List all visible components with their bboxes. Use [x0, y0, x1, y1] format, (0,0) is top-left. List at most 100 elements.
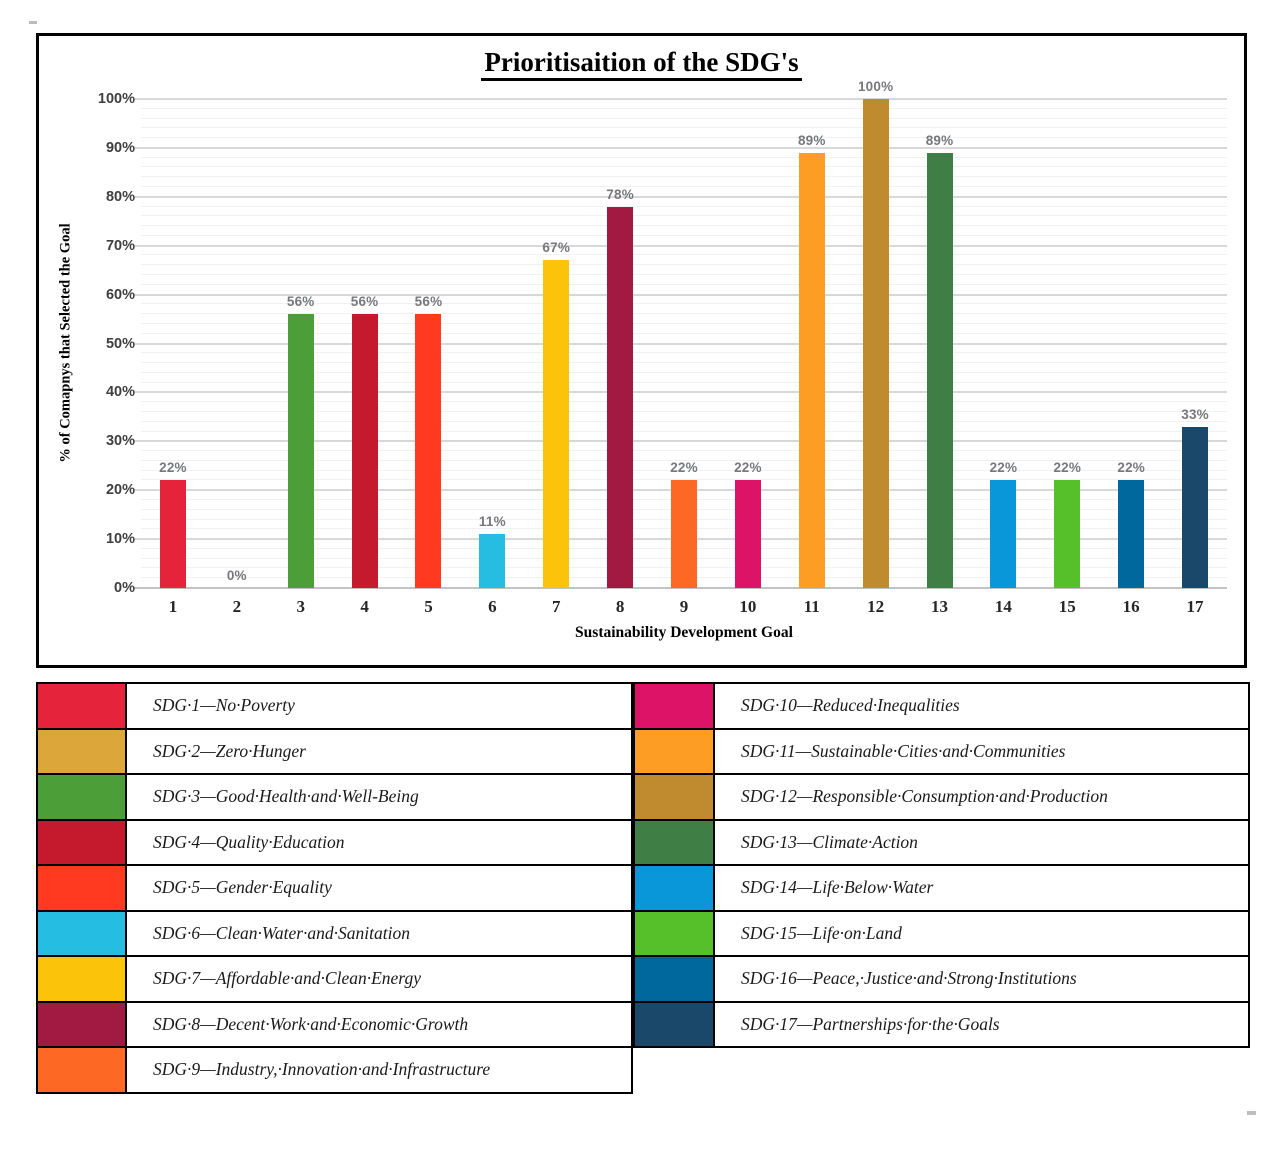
bar-value-label: 22%	[670, 460, 698, 476]
bar-sdg-7	[543, 260, 570, 588]
bar-sdg-11	[798, 152, 825, 588]
bar-value-label: 67%	[542, 240, 571, 256]
minor-gridline	[141, 225, 1227, 227]
legend-color-swatch	[38, 957, 127, 1001]
minor-gridline	[141, 420, 1227, 422]
minor-gridline	[141, 205, 1227, 207]
minor-gridline	[141, 137, 1227, 139]
minor-gridline	[141, 332, 1227, 334]
legend-label: SDG·5—Gender·Equality	[153, 877, 332, 898]
y-tick-label: 30%	[105, 433, 135, 450]
bar-value-label: 11%	[478, 514, 506, 530]
bar-sdg-5	[415, 314, 442, 588]
legend-row: SDG·5—Gender·Equality	[36, 864, 633, 912]
x-tick-label: 4	[360, 597, 369, 616]
minor-gridline	[141, 430, 1227, 432]
x-tick-label: 15	[1058, 597, 1076, 616]
x-tick-label: 7	[551, 597, 561, 616]
legend-row: SDG·14—Life·Below·Water	[633, 864, 1250, 912]
bar-sdg-6	[479, 534, 506, 588]
bar-sdg-3	[287, 314, 314, 588]
bar-value-label: 22%	[159, 460, 187, 476]
minor-gridline	[141, 303, 1227, 305]
y-tick-label: 90%	[105, 139, 135, 156]
legend-row: SDG·9—Industry,·Innovation·and·Infrastru…	[36, 1046, 633, 1094]
minor-gridline	[141, 117, 1227, 119]
major-gridline	[133, 195, 1227, 198]
minor-gridline	[141, 127, 1227, 129]
x-tick-label: 11	[803, 597, 820, 616]
legend-row: SDG·8—Decent·Work·and·Economic·Growth	[36, 1000, 633, 1048]
x-tick-label: 12	[867, 597, 885, 616]
y-axis-tick-labels: 0% 10% 20% 30% 40% 50% 60% 70% 80% 90% 100%	[39, 91, 135, 596]
legend-label: SDG·2—Zero·Hunger	[153, 740, 306, 761]
legend-row: SDG·3—Good·Health·and·Well-Being	[36, 773, 633, 821]
legend-label: SDG·4—Quality·Education	[153, 831, 345, 852]
bar-value-label: 22%	[989, 460, 1018, 476]
bar-value-label: 56%	[350, 294, 379, 310]
x-tick-label: 2	[232, 597, 242, 616]
minor-gridline	[141, 166, 1227, 168]
legend-color-swatch	[635, 957, 715, 1001]
x-tick-label: 6	[488, 597, 497, 616]
x-tick-label: 3	[296, 597, 305, 616]
y-tick-label: 10%	[105, 531, 135, 548]
bar-value-label: 33%	[1181, 406, 1209, 422]
minor-gridline	[141, 479, 1227, 481]
plot-area: 22% 0% 56% 56% 56% 11% 67% 78% 22% 22% 89% 100% 89% 2…	[133, 79, 1227, 589]
legend-row: SDG·6—Clean·Water·and·Sanitation	[36, 909, 633, 957]
x-tick-label: 8	[615, 597, 625, 616]
legend-row: SDG·4—Quality·Education	[36, 818, 633, 866]
minor-gridline	[141, 274, 1227, 276]
legend-row: SDG·13—Climate·Action	[633, 818, 1250, 866]
y-tick-label: 50%	[105, 335, 135, 352]
x-axis-line	[133, 587, 1227, 589]
minor-gridline	[141, 371, 1227, 373]
bar-sdg-16	[1118, 480, 1145, 588]
legend-color-swatch	[38, 729, 127, 773]
x-tick-label: 14	[994, 597, 1012, 616]
legend-color-swatch	[635, 775, 715, 819]
x-axis-title: Sustainability Development Goal	[575, 624, 793, 641]
bar-value-label: 22%	[734, 460, 762, 476]
legend-label: SDG·16—Peace,·Justice·and·Strong·Institu…	[741, 968, 1077, 989]
y-tick-label: 70%	[105, 237, 135, 254]
chart-title: Prioritisaition of the SDG's	[39, 47, 1244, 81]
minor-gridline	[141, 234, 1227, 236]
legend-color-swatch	[38, 1048, 127, 1092]
legend-label: SDG·8—Decent·Work·and·Economic·Growth	[153, 1013, 469, 1034]
bar-value-label: 22%	[1053, 460, 1082, 476]
y-tick-label: 0%	[114, 580, 135, 596]
legend-row: SDG·10—Reduced·Inequalities	[633, 682, 1250, 730]
bar-value-label: 100%	[857, 79, 894, 94]
legend-color-swatch	[635, 911, 715, 955]
legend-label: SDG·6—Clean·Water·and·Sanitation	[153, 922, 410, 943]
legend-color-swatch	[38, 1002, 127, 1046]
minor-gridline	[141, 254, 1227, 256]
legend-label: SDG·1—No·Poverty	[153, 695, 295, 716]
legend-table-right: SDG·10—Reduced·Inequalities SDG·11—Sustai…	[633, 682, 1250, 1048]
y-tick-label: 100%	[97, 91, 135, 107]
minor-gridline	[141, 322, 1227, 324]
chart-frame: Prioritisaition of the SDG's % of Comapn…	[36, 33, 1247, 668]
y-tick-label: 80%	[105, 188, 135, 205]
legend-table-left: SDG·1—No·Poverty SDG·2—Zero·Hunger SDG·3—G…	[36, 682, 633, 1094]
bar-sdg-15	[1054, 480, 1081, 588]
legend-label: SDG·13—Climate·Action	[741, 831, 918, 852]
legend-row: SDG·11—Sustainable·Cities·and·Communitie…	[633, 727, 1250, 775]
bar-value-label: 89%	[797, 132, 826, 148]
minor-gridline	[141, 215, 1227, 217]
minor-gridline	[141, 401, 1227, 403]
legend-color-swatch	[38, 775, 127, 819]
y-tick-label: 60%	[105, 286, 135, 303]
legend-row: SDG·16—Peace,·Justice·and·Strong·Institu…	[633, 955, 1250, 1003]
legend-label: SDG·9—Industry,·Innovation·and·Infrastru…	[153, 1059, 491, 1080]
minor-gridline	[141, 459, 1227, 461]
legend-row: SDG·17—Partnerships·for·the·Goals	[633, 1000, 1250, 1048]
bar-value-label: 78%	[606, 186, 634, 202]
minor-gridline	[141, 283, 1227, 285]
major-gridline	[133, 293, 1227, 296]
legend-label: SDG·7—Affordable·and·Clean·Energy	[153, 968, 421, 989]
minor-gridline	[141, 381, 1227, 383]
legend-row: SDG·1—No·Poverty	[36, 682, 633, 730]
